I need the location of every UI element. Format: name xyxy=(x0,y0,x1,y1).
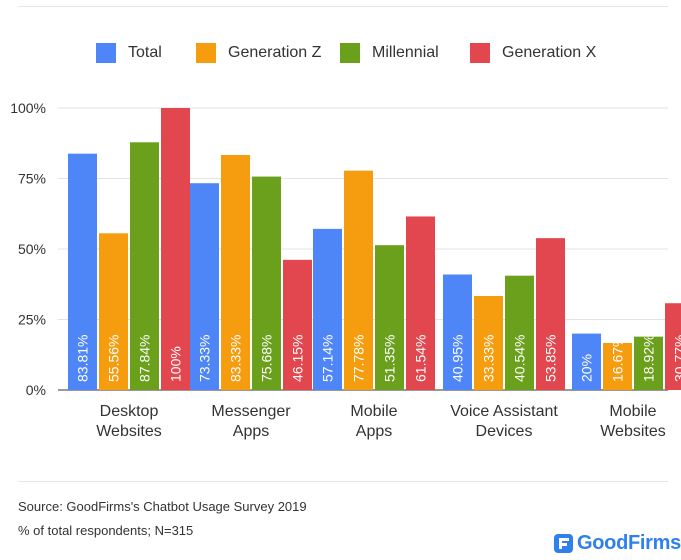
data-label: 87.84% xyxy=(137,335,153,382)
bar xyxy=(161,108,190,390)
bar xyxy=(68,153,97,390)
bar xyxy=(536,238,565,390)
bar xyxy=(443,274,472,390)
legend-label-generation-x: Generation X xyxy=(502,44,597,61)
legend-label-generation-z: Generation Z xyxy=(228,44,322,61)
legend-item-total: Total xyxy=(96,40,162,66)
data-label: 33.33% xyxy=(481,335,497,382)
x-category-label: Apps xyxy=(233,423,269,440)
legend-label-millennial: Millennial xyxy=(372,44,439,61)
x-category-label: Messenger xyxy=(211,403,291,420)
data-label: 46.15% xyxy=(290,335,306,382)
data-label: 100% xyxy=(168,346,184,382)
brand-name: GoodFirms xyxy=(577,531,681,554)
legend-swatch-generation-z xyxy=(196,43,216,63)
bar xyxy=(313,228,342,390)
legend-item-millennial: Millennial xyxy=(340,40,439,66)
data-label: 83.33% xyxy=(228,335,244,382)
bottom-divider xyxy=(18,481,668,482)
y-tick-label: 100% xyxy=(10,100,46,116)
bar xyxy=(505,275,534,390)
top-divider xyxy=(18,6,668,7)
bar xyxy=(665,303,681,390)
x-category-label: Desktop xyxy=(100,403,159,420)
source-note: Source: GoodFirms's Chatbot Usage Survey… xyxy=(18,499,307,514)
bar xyxy=(406,216,435,390)
data-label: 30.77% xyxy=(672,335,681,382)
respondents-note: % of total respondents; N=315 xyxy=(18,523,194,538)
legend-item-generation-z: Generation Z xyxy=(196,40,321,66)
legend-swatch-generation-x xyxy=(470,43,490,63)
bar xyxy=(474,296,503,390)
bar xyxy=(283,259,312,390)
bar xyxy=(99,233,128,390)
data-label: 75.68% xyxy=(259,335,275,382)
legend-swatch-total xyxy=(96,43,116,63)
brand-logo: GoodFirms xyxy=(554,531,681,555)
x-category-label: Mobile xyxy=(350,403,397,420)
x-category-label: Apps xyxy=(356,423,392,440)
data-label: 73.33% xyxy=(197,335,213,382)
data-label: 18.92% xyxy=(641,335,657,382)
data-label: 61.54% xyxy=(413,335,429,382)
y-tick-label: 25% xyxy=(18,312,46,328)
data-label: 77.78% xyxy=(351,335,367,382)
legend-item-generation-x: Generation X xyxy=(470,40,596,66)
bar-chart: 0% 25% 50% 75% 100% 83.81% 55.56% 87.84% 100% Des… xyxy=(10,100,681,440)
legend-swatch-millennial xyxy=(340,43,360,63)
bar xyxy=(603,342,632,390)
y-tick-label: 0% xyxy=(26,382,46,398)
bar xyxy=(634,336,663,390)
legend-label-total: Total xyxy=(128,44,162,61)
data-label: 51.35% xyxy=(382,335,398,382)
x-category-label: Voice Assistant xyxy=(450,403,558,420)
data-label: 20% xyxy=(579,354,595,382)
x-category-label: Mobile xyxy=(609,403,656,420)
bar xyxy=(221,155,250,390)
bar xyxy=(572,333,601,390)
data-label: 16.67% xyxy=(610,335,626,382)
data-label: 83.81% xyxy=(75,335,91,382)
chart-legend: Total Generation Z Millennial Generation… xyxy=(0,40,681,66)
bar xyxy=(375,245,404,390)
bar xyxy=(252,176,281,390)
goodfirms-logo-icon xyxy=(554,533,573,553)
data-label: 40.95% xyxy=(450,335,466,382)
x-category-label: Websites xyxy=(600,423,666,440)
x-category-label: Websites xyxy=(96,423,162,440)
data-label: 53.85% xyxy=(543,335,559,382)
data-label: 57.14% xyxy=(320,335,336,382)
y-tick-label: 75% xyxy=(18,171,46,187)
bar xyxy=(130,142,159,390)
data-label: 55.56% xyxy=(106,335,122,382)
bar xyxy=(344,170,373,390)
y-tick-label: 50% xyxy=(18,241,46,257)
bar xyxy=(190,183,219,390)
x-category-label: Devices xyxy=(476,423,533,440)
data-label: 40.54% xyxy=(512,335,528,382)
